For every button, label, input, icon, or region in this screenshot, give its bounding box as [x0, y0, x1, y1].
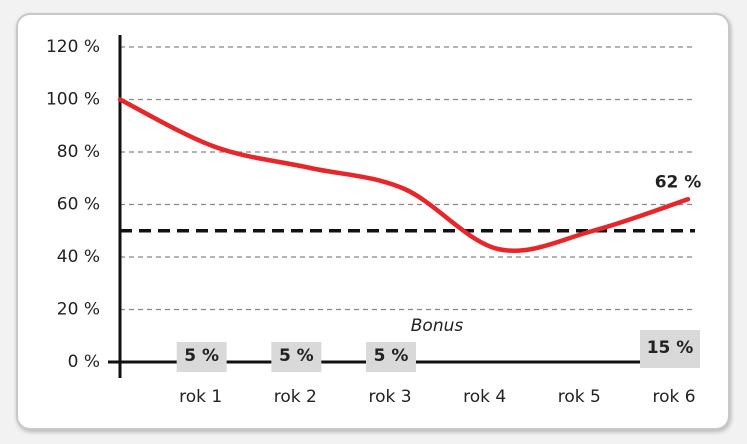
y-tick-label: 80 %	[57, 142, 100, 162]
y-tick-label: 0 %	[68, 352, 100, 372]
data-line	[117, 97, 691, 254]
bonus-title: Bonus	[411, 316, 464, 336]
x-tick-label: rok 1	[179, 387, 222, 407]
y-tick-label: 60 %	[57, 195, 100, 215]
bonus-label: 5 %	[374, 346, 409, 366]
bonus-box	[640, 330, 700, 368]
y-tick-label: 40 %	[57, 247, 100, 267]
x-tick-label: rok 2	[274, 387, 317, 407]
y-tick-label: 120 %	[46, 37, 100, 57]
bonus-label: 15 %	[647, 338, 694, 358]
x-tick-label: rok 3	[368, 387, 411, 407]
value-label: 62 %	[655, 172, 702, 192]
bonus-box	[271, 342, 322, 372]
bonus-box	[176, 342, 227, 372]
bonus-box	[366, 342, 416, 372]
y-tick-label: 100 %	[46, 90, 100, 110]
x-tick-label: rok 5	[558, 387, 601, 407]
x-tick-label: rok 4	[463, 387, 506, 407]
bonus-label: 5 %	[279, 346, 314, 366]
bonus-label: 5 %	[184, 346, 219, 366]
x-tick-label: rok 6	[652, 387, 695, 407]
y-tick-label: 20 %	[57, 300, 100, 320]
